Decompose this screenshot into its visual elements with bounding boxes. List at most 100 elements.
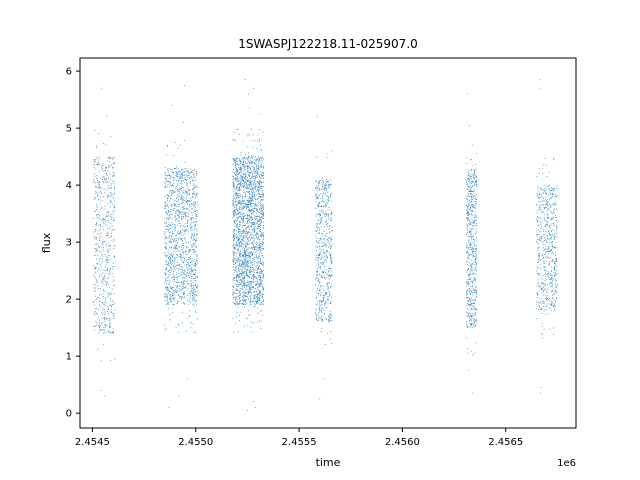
data-point [253,182,255,184]
data-point [107,219,109,221]
data-point [236,169,238,170]
data-point [319,182,320,184]
data-point [103,241,105,243]
data-point [183,294,184,296]
data-point [165,238,167,239]
data-point [248,215,250,217]
data-point [259,140,260,142]
data-point [94,289,96,291]
data-point [239,183,241,184]
data-point [168,283,170,285]
data-point [328,232,330,234]
data-point [165,245,167,247]
data-point [241,186,243,188]
data-point [239,290,240,292]
data-point [258,183,259,185]
data-point [169,271,171,273]
data-point [243,205,244,207]
data-point [253,277,254,279]
data-point [95,314,97,316]
data-point [249,216,251,218]
data-point [251,161,253,163]
data-point [328,321,330,323]
data-point [249,216,251,218]
data-point [102,245,104,246]
data-point [250,181,252,183]
data-point [262,236,264,238]
data-point [325,203,326,205]
data-point [262,244,263,246]
data-point [109,255,111,257]
data-point [331,243,333,245]
data-point [196,318,198,320]
data-point [471,323,473,325]
data-point [166,303,168,305]
data-point [187,259,189,260]
data-point [260,193,262,195]
data-point [241,203,243,205]
data-point [181,177,182,179]
data-point [233,212,235,213]
data-point [473,315,475,317]
data-point [242,203,244,204]
data-point [112,228,114,230]
data-point [328,314,330,316]
data-point [242,254,243,256]
data-point [248,156,249,158]
data-point [259,230,261,232]
data-point [103,229,104,230]
data-point [110,226,112,228]
data-point [326,292,327,294]
data-point [471,313,473,315]
data-point [99,199,101,201]
data-point [233,178,235,180]
data-point [242,300,244,302]
data-point [254,278,256,280]
data-point [242,198,243,199]
data-point [251,294,253,296]
data-point [187,216,189,218]
data-point [235,213,237,215]
data-point [258,139,260,140]
data-point [467,223,469,225]
data-point [237,265,239,267]
data-point [191,217,193,219]
data-point [193,239,195,240]
data-point [239,220,241,222]
data-point [243,187,245,189]
data-point [105,217,107,219]
data-point [315,198,317,200]
data-point [167,218,169,220]
data-point [173,177,174,178]
data-point [246,233,248,235]
data-point [180,187,182,189]
data-point [237,307,239,309]
data-point [178,176,180,177]
data-point [262,276,264,278]
data-point [471,281,473,282]
data-point [234,158,236,160]
data-point [259,299,261,301]
data-point [317,228,318,230]
data-point [102,170,104,172]
data-point [240,302,242,304]
data-point [330,196,331,198]
data-point [234,237,235,239]
data-point [177,199,179,200]
data-point [254,197,256,199]
data-point [250,169,251,170]
data-point [315,246,317,248]
data-point [101,208,103,210]
data-point [165,280,167,282]
data-point [99,218,101,220]
data-point [329,230,331,232]
data-point [249,189,251,191]
data-point [247,226,249,228]
data-point [235,275,237,277]
data-point [260,217,262,219]
data-point [173,292,175,294]
data-point [235,179,236,181]
data-point [243,265,245,267]
data-point [239,212,241,214]
data-point [186,193,187,195]
